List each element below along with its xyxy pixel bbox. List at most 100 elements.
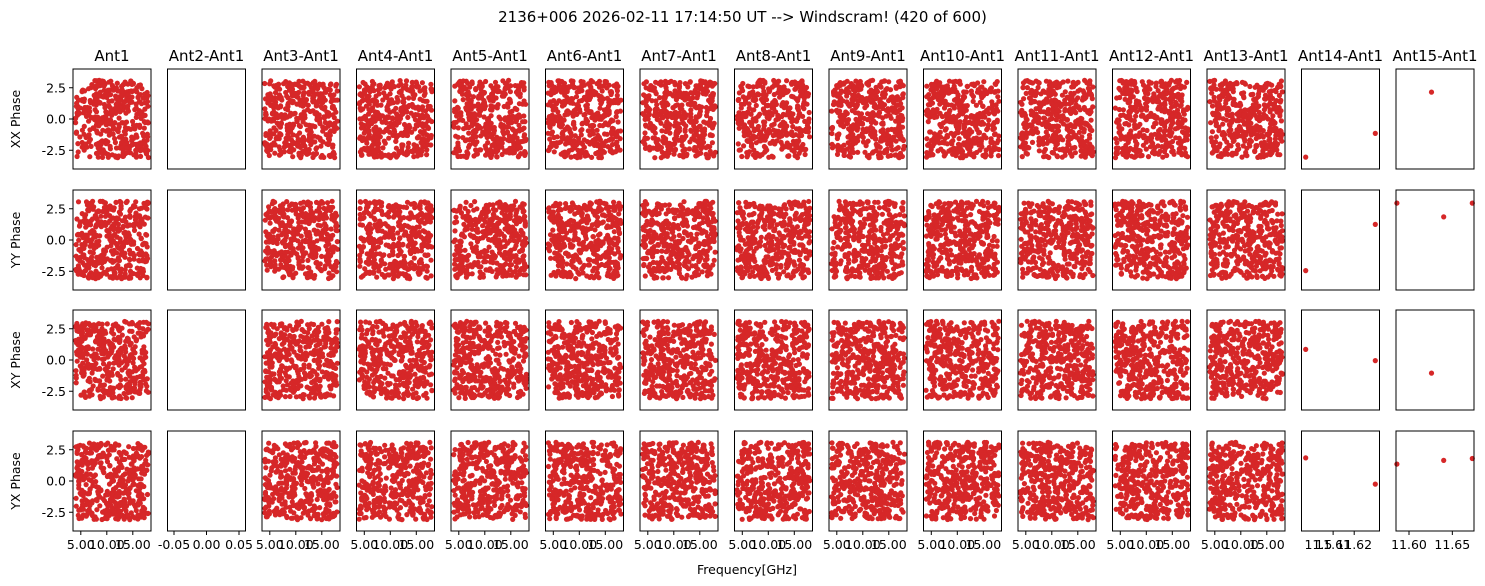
data-point: [358, 350, 364, 356]
data-point: [126, 256, 133, 262]
data-point: [137, 364, 143, 370]
data-point: [129, 134, 135, 140]
data-point: [327, 495, 333, 501]
data-point: [79, 144, 85, 150]
data-point: [421, 214, 427, 220]
data-point: [375, 473, 381, 479]
axes-frame: [167, 430, 246, 532]
data-point: [409, 326, 415, 332]
data-point: [97, 100, 103, 106]
data-point: [403, 455, 409, 461]
data-point: [73, 115, 79, 121]
data-point: [104, 94, 110, 100]
subplot: 2.50.0-2.5XX Phase: [8, 68, 152, 170]
data-point: [369, 336, 375, 342]
subplot: 2.50.0-2.5XY Phase: [8, 309, 152, 411]
data-point: [296, 212, 302, 218]
data-point: [278, 94, 284, 101]
y-tick-label: 0.0: [46, 353, 66, 368]
data-point: [421, 392, 427, 398]
data-point: [357, 344, 363, 350]
data-point: [317, 391, 323, 397]
data-point: [133, 450, 139, 456]
data-point: [115, 355, 121, 361]
data-point: [283, 387, 289, 393]
data-point: [428, 81, 434, 87]
data-point: [117, 500, 123, 506]
data-point: [283, 373, 289, 379]
data-point: [395, 273, 401, 279]
data-point: [95, 275, 101, 281]
data-point: [373, 111, 379, 117]
data-point: [79, 329, 86, 336]
data-point: [137, 355, 143, 361]
data-point: [371, 362, 378, 368]
data-point: [422, 494, 428, 500]
data-point: [378, 203, 385, 209]
data-point: [133, 507, 139, 514]
data-point: [300, 254, 306, 260]
data-point: [119, 218, 125, 224]
data-point: [397, 235, 403, 241]
data-point: [130, 347, 136, 353]
data-point: [305, 492, 311, 498]
subplot: [450, 68, 530, 170]
data-point: [292, 110, 298, 116]
data-point: [399, 112, 405, 118]
data-point: [358, 503, 364, 509]
data-point: [373, 445, 379, 451]
data-point: [267, 362, 273, 368]
subplot: [261, 309, 341, 411]
data-point: [372, 370, 378, 376]
data-point: [87, 249, 93, 255]
data-point: [373, 93, 379, 99]
x-tick-label: -0.05: [158, 537, 190, 552]
data-point: [277, 372, 283, 378]
data-point: [291, 363, 297, 369]
data-point: [333, 258, 339, 265]
data-point: [395, 514, 401, 520]
data-point: [137, 92, 144, 98]
data-point: [297, 123, 303, 130]
data-point: [408, 210, 414, 216]
data-point: [288, 346, 294, 352]
data-point: [111, 336, 117, 342]
data-point: [397, 78, 403, 84]
data-point: [88, 450, 95, 456]
data-point: [297, 344, 303, 350]
data-point: [125, 96, 131, 102]
data-point: [419, 380, 425, 386]
data-point: [144, 151, 150, 157]
data-point: [103, 442, 109, 448]
axes-frame: [167, 189, 246, 291]
data-point: [358, 448, 364, 454]
data-point: [87, 127, 93, 133]
data-point: [397, 242, 403, 248]
data-point: [109, 98, 115, 104]
data-point: [97, 365, 103, 371]
data-point: [107, 213, 113, 219]
data-point: [295, 143, 301, 149]
data-point: [308, 123, 314, 129]
data-point: [92, 78, 98, 84]
data-point: [278, 474, 284, 480]
data-point: [292, 466, 298, 472]
data-point: [326, 336, 333, 342]
data-point: [406, 95, 412, 101]
data-point: [428, 257, 434, 263]
data-point: [392, 382, 399, 388]
data-point: [415, 495, 421, 501]
column-title: Ant3-Ant1: [263, 47, 338, 65]
data-point: [328, 274, 334, 281]
data-point: [270, 353, 276, 359]
data-point: [428, 356, 434, 362]
data-point: [98, 131, 104, 137]
data-point: [77, 105, 83, 111]
data-point: [143, 354, 149, 360]
data-point: [362, 344, 368, 350]
data-point: [385, 204, 391, 210]
data-point: [333, 213, 340, 219]
data-point: [123, 233, 129, 239]
y-tick-label: -2.5: [42, 143, 66, 158]
